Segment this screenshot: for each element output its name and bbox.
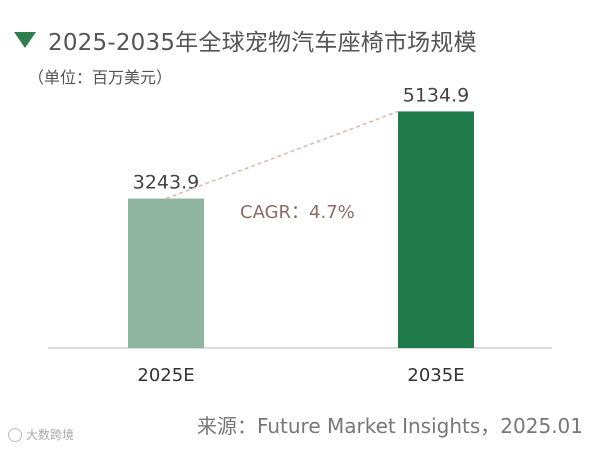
bar-2025E [128, 198, 204, 348]
chart-title: 2025-2035年全球宠物汽车座椅市场规模 [48, 30, 477, 56]
chart-subtitle: （单位：百万美元） [28, 68, 173, 87]
watermark-text: 大数跨境 [26, 428, 75, 442]
category-label-2025E: 2025E [137, 365, 194, 386]
cagr-trend-line [165, 110, 399, 200]
title-row: 2025-2035年全球宠物汽车座椅市场规模 [14, 22, 477, 58]
value-label-2035E: 5134.9 [403, 84, 469, 106]
watermark: 大数跨境 [8, 426, 74, 443]
triangle-marker-icon [14, 32, 36, 48]
value-label-2025E: 3243.9 [133, 172, 199, 194]
bar-2035E [398, 111, 474, 348]
category-label-2035E: 2035E [407, 365, 464, 386]
watermark-logo-icon [8, 427, 22, 442]
source-note: 来源：Future Market Insights，2025.01 [196, 414, 583, 438]
cagr-annotation: CAGR：4.7% [240, 202, 355, 223]
